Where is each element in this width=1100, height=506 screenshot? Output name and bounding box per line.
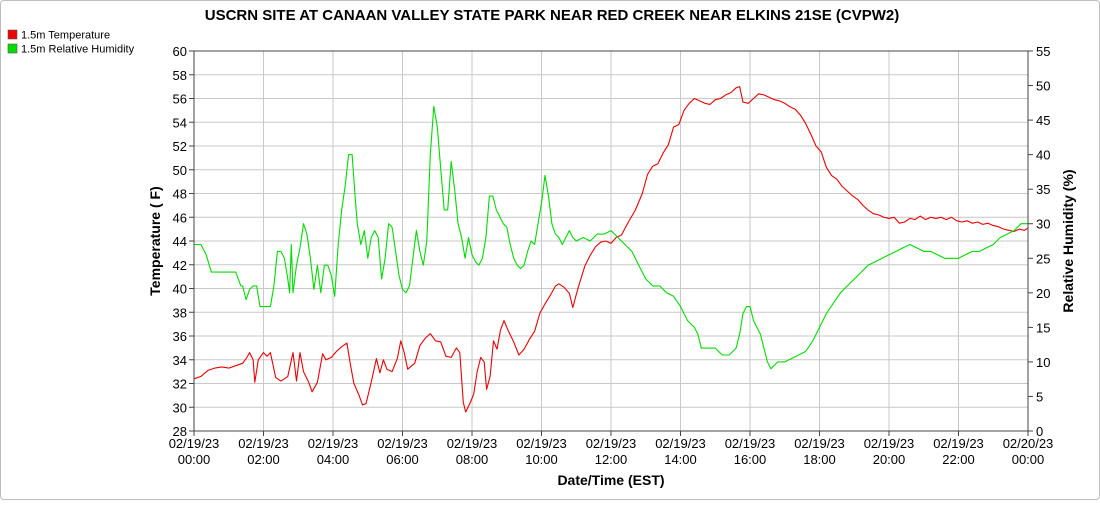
x-tick-time: 16:00 [734,452,767,467]
x-tick-date: 02/19/23 [377,436,428,451]
right-tick-label: 30 [1036,217,1050,232]
temperature-series-line [193,86,1029,413]
left-tick-label: 60 [173,44,187,59]
x-tick-time: 04:00 [317,452,350,467]
x-tick-date: 02/20/23 [1003,436,1054,451]
right-tick-label: 0 [1036,424,1043,439]
x-tick-time: 18:00 [803,452,836,467]
left-tick-label: 40 [173,282,187,297]
right-tick-label: 10 [1036,355,1050,370]
x-tick-time: 10:00 [525,452,558,467]
left-tick-label: 32 [173,377,187,392]
right-tick-label: 25 [1036,251,1050,266]
left-tick-label: 48 [173,187,187,202]
x-tick-time: 06:00 [386,452,419,467]
left-tick-label: 28 [173,424,187,439]
x-tick-time: 12:00 [595,452,628,467]
x-tick-date: 02/19/23 [725,436,776,451]
x-tick-date: 02/19/23 [308,436,359,451]
x-axis: 02/19/2300:0002/19/2302:0002/19/2304:000… [169,431,1054,467]
right-tick-label: 5 [1036,389,1043,404]
x-tick-date: 02/19/23 [655,436,706,451]
x-tick-date: 02/19/23 [864,436,915,451]
right-tick-label: 40 [1036,148,1050,163]
left-tick-label: 36 [173,329,187,344]
legend: 1.5m Temperature 1.5m Relative Humidity [7,29,135,56]
x-tick-date: 02/19/23 [794,436,845,451]
y-axis-label-right: Relative Humidity (%) [1060,169,1076,312]
x-tick-date: 02/19/23 [447,436,498,451]
x-tick-date: 02/19/23 [516,436,567,451]
left-tick-label: 38 [173,305,187,320]
x-tick-date: 02/19/23 [933,436,984,451]
legend-label-humidity: 1.5m Relative Humidity [21,44,135,56]
left-tick-label: 46 [173,210,187,225]
x-tick-time: 20:00 [873,452,906,467]
right-tick-label: 55 [1036,44,1050,59]
x-tick-time: 00:00 [178,452,211,467]
left-tick-label: 30 [173,400,187,415]
legend-swatch-humidity [7,43,18,54]
series-layer [193,86,1029,413]
left-axis: 28 30 32 34 36 38 40 42 44 46 48 50 52 54 56 58 60 [173,44,194,439]
left-tick-label: 58 [173,68,187,83]
right-tick-label: 45 [1036,113,1050,128]
left-tick-label: 56 [173,92,187,107]
right-tick-label: 15 [1036,320,1050,335]
right-tick-label: 50 [1036,79,1050,94]
chart-title: USCRN SITE AT CANAAN VALLEY STATE PARK N… [205,7,900,24]
x-tick-date: 02/19/23 [586,436,637,451]
grid [193,50,1029,432]
left-tick-label: 44 [173,234,187,249]
right-tick-label: 35 [1036,182,1050,197]
left-tick-label: 34 [173,353,187,368]
x-tick-time: 02:00 [247,452,280,467]
right-tick-label: 20 [1036,286,1050,301]
humidity-series-line [194,105,1028,370]
x-tick-time: 14:00 [664,452,697,467]
left-tick-label: 42 [173,258,187,273]
left-tick-label: 54 [173,115,187,130]
y-axis-label-left: Temperature ( F) [147,186,163,295]
legend-swatch-temperature [7,29,18,40]
x-tick-time: 22:00 [942,452,975,467]
legend-label-temperature: 1.5m Temperature [21,30,110,42]
x-tick-time: 08:00 [456,452,489,467]
left-tick-label: 52 [173,139,187,154]
x-tick-date: 02/19/23 [238,436,289,451]
x-axis-label: Date/Time (EST) [557,472,664,488]
left-tick-label: 50 [173,163,187,178]
x-tick-time: 00:00 [1012,452,1045,467]
right-axis: 0 5 10 15 20 25 30 35 40 45 50 55 [1028,44,1050,439]
x-tick-date: 02/19/23 [169,436,220,451]
